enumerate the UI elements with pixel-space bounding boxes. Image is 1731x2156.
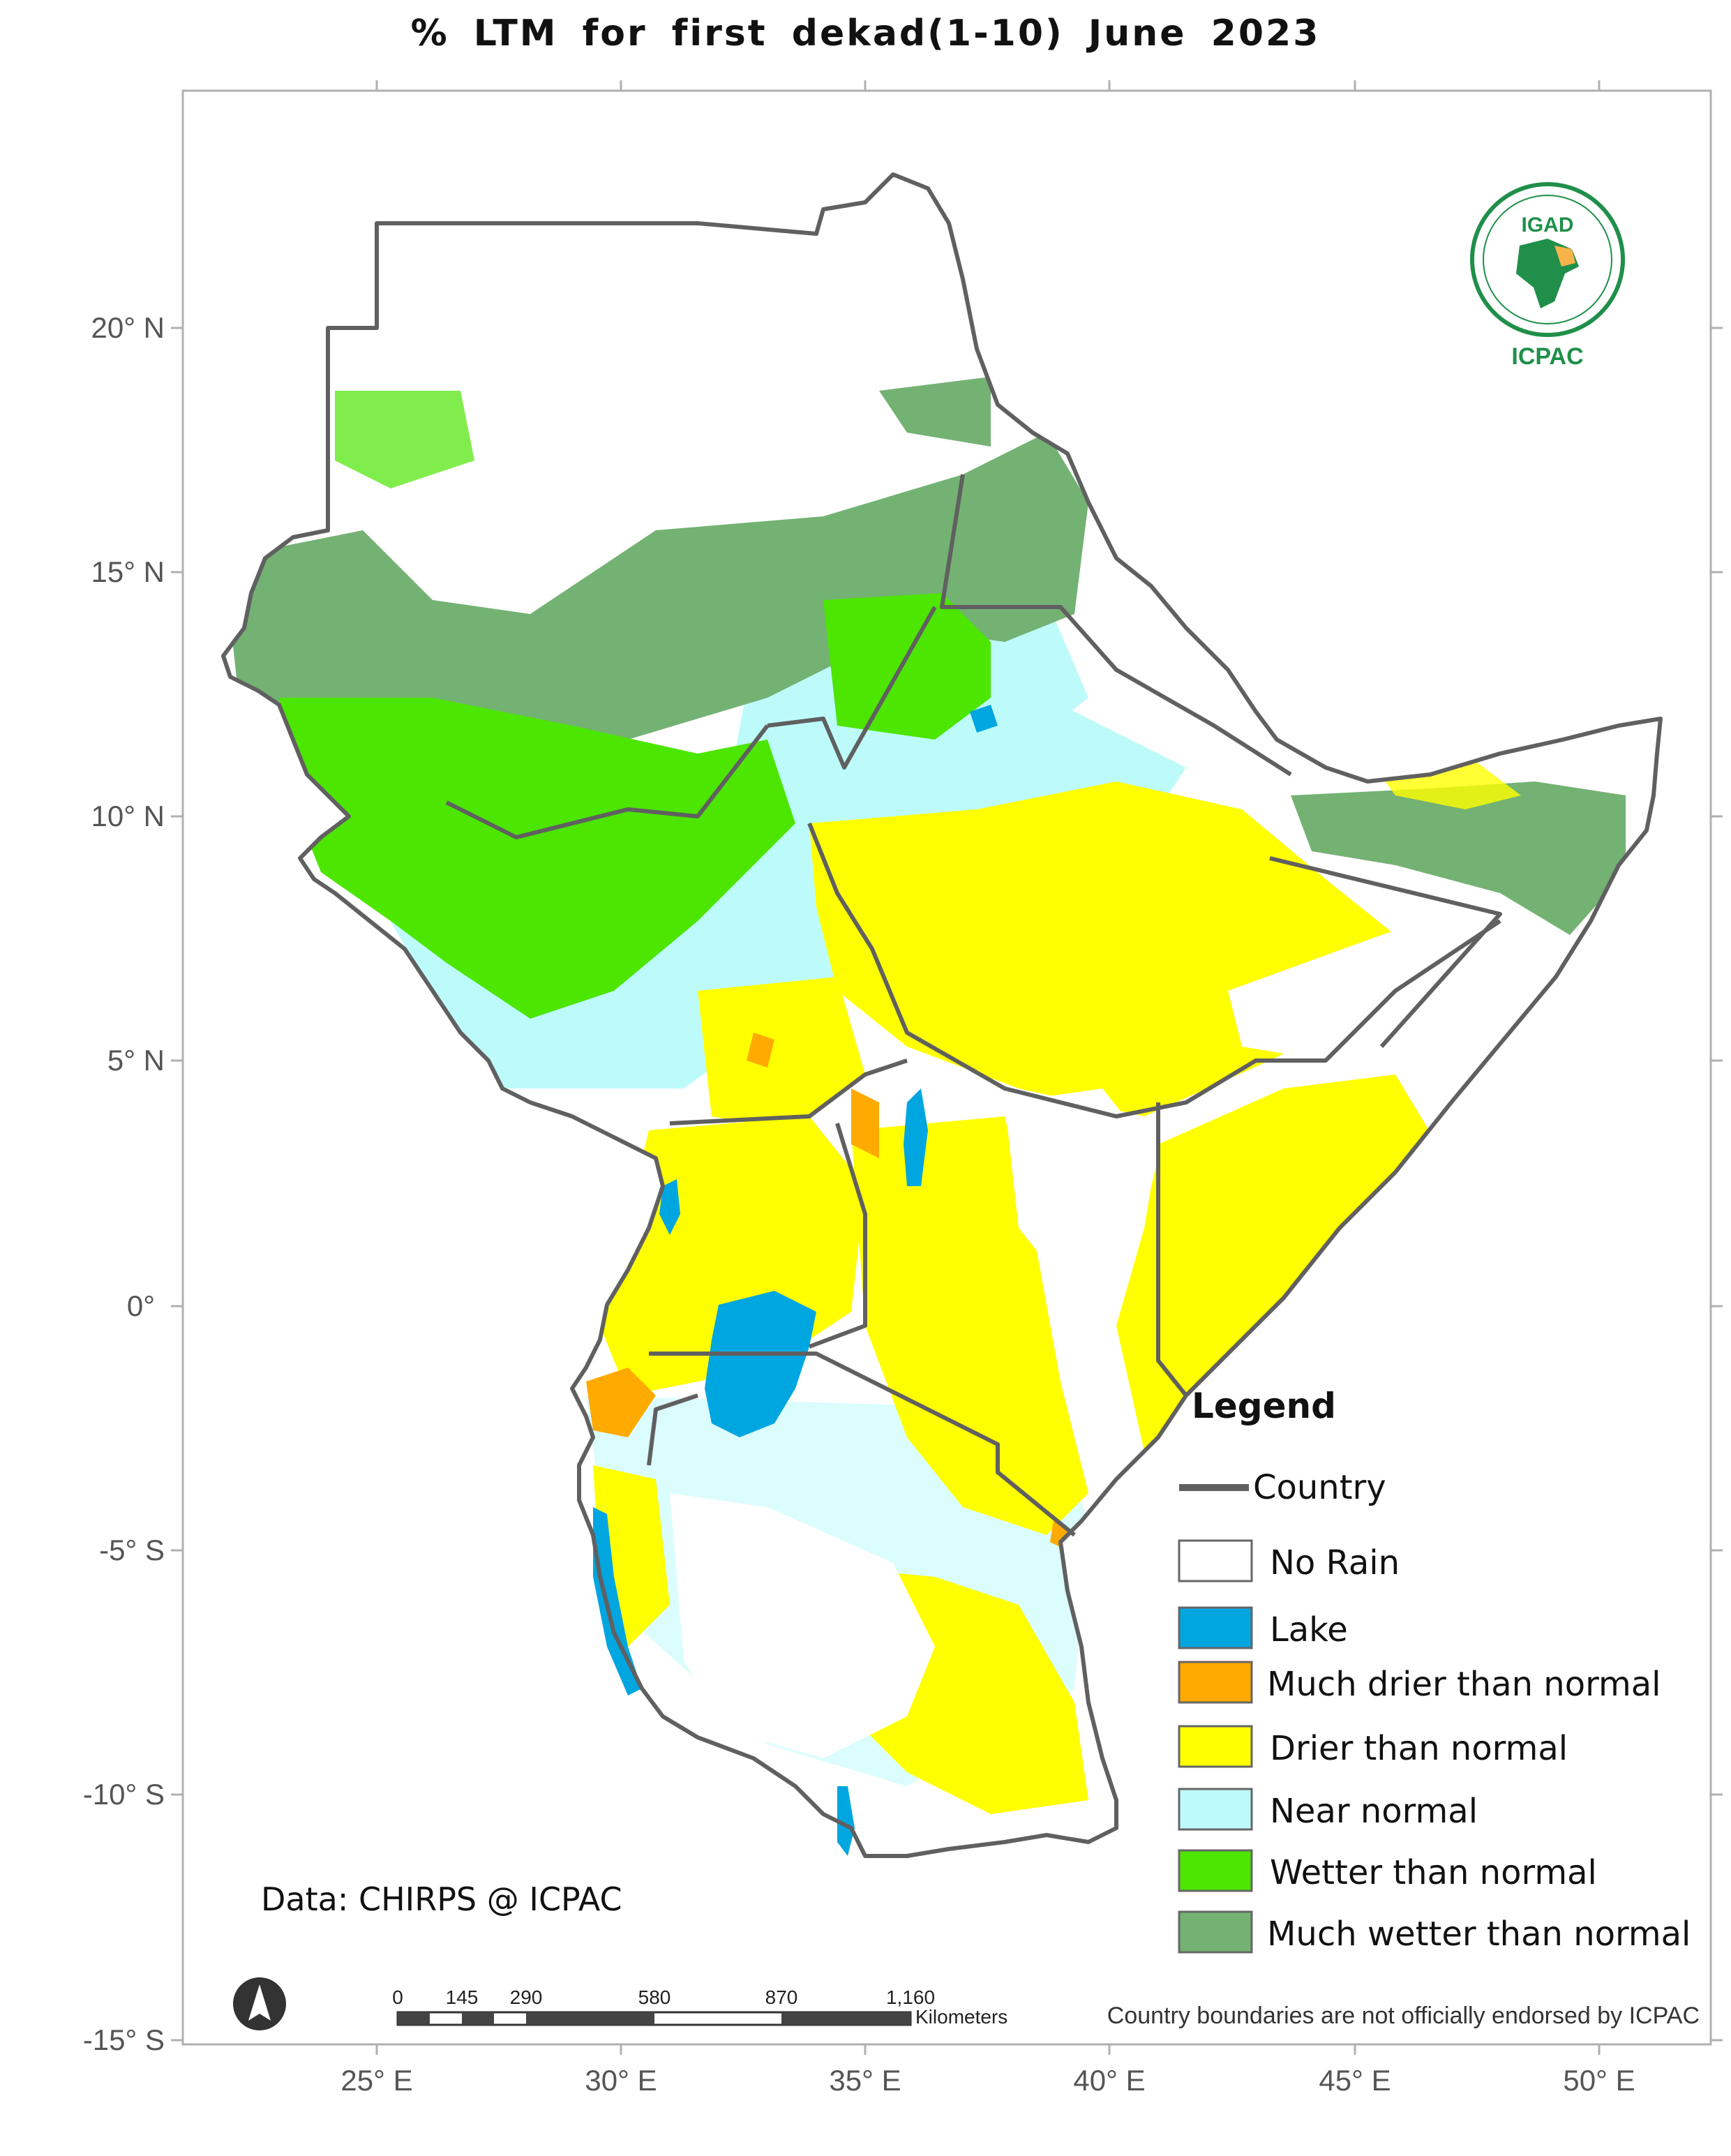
lake-turkana bbox=[904, 1088, 928, 1186]
legend-swatch-much-drier bbox=[1178, 1661, 1253, 1704]
legend-label: Lake bbox=[1270, 1610, 1348, 1649]
scale-unit: Kilometers bbox=[915, 2006, 1007, 2028]
lakes bbox=[593, 705, 998, 1856]
lon-label: 50° E bbox=[1563, 2064, 1635, 2097]
data-credit: Data: CHIRPS @ ICPAC bbox=[261, 1880, 622, 1918]
icpac-logo: IGAD ICPAC bbox=[1470, 182, 1625, 370]
lon-label: 30° E bbox=[585, 2064, 657, 2097]
boundary-disclaimer: Country boundaries are not officially en… bbox=[1107, 2002, 1700, 2029]
axis-ticks bbox=[171, 80, 1723, 2055]
lat-label: 5° N bbox=[107, 1044, 165, 1077]
lake-albert bbox=[659, 1179, 680, 1235]
legend-label: Much wetter than normal bbox=[1267, 1915, 1691, 1954]
north-arrow-icon bbox=[233, 1977, 286, 2030]
legend-swatch-much-wetter bbox=[1178, 1910, 1253, 1954]
lat-label: -15° S bbox=[83, 2023, 165, 2056]
legend-swatch-lake bbox=[1178, 1606, 1253, 1649]
lon-label: 45° E bbox=[1319, 2064, 1391, 2097]
lon-label: 25° E bbox=[340, 2064, 412, 2097]
lon-label: 40° E bbox=[1073, 2064, 1145, 2097]
legend-title: Legend bbox=[1192, 1386, 1336, 1426]
lake-victoria bbox=[705, 1291, 816, 1437]
lat-label: 10° N bbox=[91, 800, 165, 832]
lake-tana bbox=[970, 705, 998, 733]
lon-label: 35° E bbox=[829, 2064, 901, 2097]
legend-label: Drier than normal bbox=[1270, 1729, 1568, 1768]
map-frame bbox=[181, 89, 1712, 2046]
country-borders bbox=[223, 174, 1661, 1856]
scale-label: 580 bbox=[638, 1986, 671, 2008]
latitude-labels: 20° N 15° N 10° N 5° N 0° -5° S -10° S -… bbox=[83, 311, 165, 2056]
logo-org: ICPAC bbox=[1511, 343, 1583, 370]
legend-swatch-no-rain bbox=[1178, 1539, 1253, 1582]
legend-swatch-wetter bbox=[1178, 1849, 1253, 1892]
lake-malawi bbox=[837, 1786, 855, 1856]
scale-label: 0 bbox=[392, 1986, 403, 2008]
scale-bar: 0 145 290 580 870 1,160 Kilometers bbox=[392, 1986, 1007, 2028]
lat-label: 0° bbox=[127, 1289, 155, 1322]
lake-tanganyika bbox=[593, 1507, 642, 1695]
lat-label: -5° S bbox=[99, 1534, 165, 1566]
rainfall-anomaly-layer bbox=[223, 174, 1661, 1856]
lat-label: 15° N bbox=[91, 555, 165, 588]
legend-label: Much drier than normal bbox=[1267, 1665, 1661, 1704]
legend-country-label: Country bbox=[1253, 1468, 1386, 1507]
lat-label: 20° N bbox=[91, 311, 165, 344]
scale-label: 1,160 bbox=[886, 1986, 935, 2008]
legend-swatch-drier bbox=[1178, 1725, 1253, 1768]
logo-acronym: IGAD bbox=[1522, 214, 1574, 237]
lat-label: -10° S bbox=[83, 1778, 165, 1811]
scale-label: 145 bbox=[446, 1986, 479, 2008]
legend-label: No Rain bbox=[1270, 1543, 1400, 1582]
legend-label: Wetter than normal bbox=[1270, 1853, 1597, 1892]
map-title: % LTM for first dekad(1-10) June 2023 bbox=[410, 13, 1321, 54]
scale-label: 290 bbox=[510, 1986, 543, 2008]
legend: Legend Country No Rain Lake Much drier t… bbox=[1178, 1386, 1691, 1954]
legend-label: Near normal bbox=[1270, 1792, 1478, 1831]
legend-swatch-near-normal bbox=[1178, 1788, 1253, 1831]
longitude-labels: 25° E 30° E 35° E 40° E 45° E 50° E bbox=[340, 2064, 1635, 2097]
scale-label: 870 bbox=[765, 1986, 798, 2008]
